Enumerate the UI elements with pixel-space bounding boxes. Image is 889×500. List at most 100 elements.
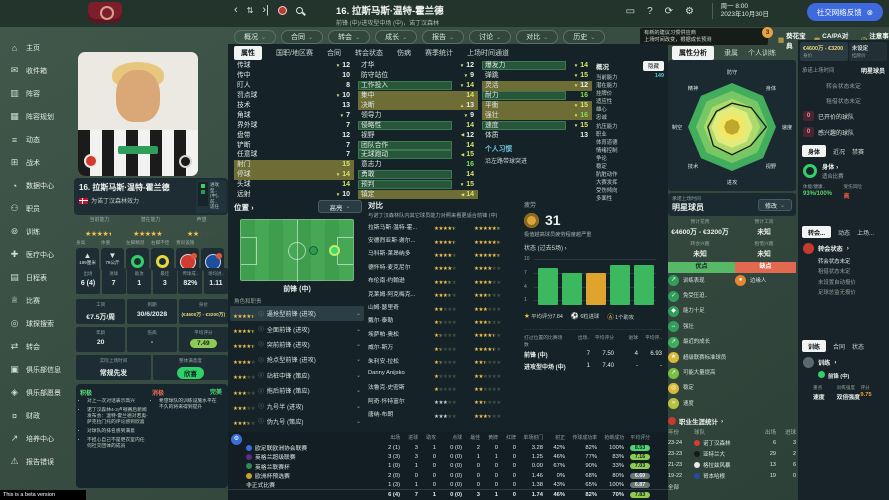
comparison-row[interactable]: 埃萨帕·奥松 ★★★★★ ★★★★★★ (368, 327, 520, 340)
season-row[interactable]: 欧足联欧洲协会联赛 2 (1) 3 1 0 (0) 2 0 0 3.28 42% 82% 100% … (228, 443, 668, 452)
sidebar-item-阵容规划[interactable]: ▦ 阵容规划 (10, 111, 54, 121)
career-row[interactable]: 19-22 哥本哈根 19 0 (668, 472, 796, 480)
role-row-0[interactable]: ★★★★★ ⓘ 逼抢型前锋 (进攻) ⌄ (230, 306, 364, 322)
pro-item[interactable]: ↗ 可能大量提高 (668, 365, 735, 380)
attribute-速度[interactable]: 速度 ▼ 15 (482, 120, 592, 130)
sidebar-item-阵容[interactable]: ▥ 阵容 (10, 88, 40, 98)
settings-gear-icon[interactable]: ⚙ (685, 6, 694, 17)
attribute-耐力[interactable]: 耐力 16 (482, 91, 592, 101)
comparison-row[interactable]: 威尔·斯万 ★★★★★ ★★★★★★ (368, 340, 520, 353)
comparison-row[interactable]: 法鲁克·史密斯 ★★★★★ ★★★★★★ (368, 380, 520, 393)
analysis-tab-1[interactable]: 隶属 (724, 50, 738, 57)
chat-icon[interactable]: ▭ (625, 6, 636, 17)
overview-当前能力[interactable]: 当前能力 149 (596, 73, 664, 81)
form-bar[interactable] (562, 272, 582, 305)
continue-button[interactable]: 社交网络反馈 ⊗ (806, 3, 883, 21)
tab-2[interactable]: 转会 ⌄ (328, 30, 371, 44)
overview-忠诚[interactable]: 忠诚 (596, 115, 607, 122)
position-stat-row[interactable]: 前锋 (中) 7 7.50 4 6.93 (524, 351, 662, 359)
subtab-5[interactable]: 赛季统计 (424, 49, 453, 57)
sidebar-item-数据中心[interactable]: ◔ 数据中心 (0, 174, 72, 197)
pro-item[interactable]: ◆ 能力十足 (668, 304, 735, 319)
career-row[interactable]: 21-23 格拉兹风暴 13 6 (668, 461, 796, 469)
tab-5[interactable]: 讨论 ⌄ (469, 30, 512, 44)
attribute-意志力[interactable]: 意志力 16 (361, 161, 474, 169)
highlight-dropdown[interactable]: 高亮 ⌄ (318, 200, 362, 213)
attribute-爆发力[interactable]: 爆发力 ▼ 14 (482, 61, 592, 71)
form-bar[interactable] (610, 265, 630, 305)
attribute-射门[interactable]: 射门 15 (234, 159, 354, 170)
comparison-row[interactable]: Danny Anijsko ★★★★★ ★★★★★★ (368, 367, 520, 380)
attribute-技术[interactable]: 技术 13 (237, 102, 350, 109)
nav-history-icon[interactable]: ⇅ (246, 5, 254, 15)
overview-抗压能力[interactable]: 抗压能力 (596, 123, 618, 130)
quick-link-0[interactable]: ▦ 葵花宝典 (778, 33, 806, 50)
tab-1[interactable]: 合同 ⌄ (281, 30, 324, 44)
search-icon[interactable] (295, 6, 303, 14)
form-bar[interactable] (634, 264, 654, 305)
analysis-tab-0[interactable]: 属性分析 (672, 46, 714, 60)
pro-item[interactable]: ✓ 免受压迫.. (668, 288, 735, 303)
training-tab-0[interactable]: 训练 (802, 340, 827, 352)
overview-雄心[interactable]: 雄心 (596, 107, 607, 114)
subtab-1[interactable]: 国职/地区赛 (276, 49, 313, 57)
attribute-界外球[interactable]: 界外球 7 (237, 121, 350, 129)
season-row[interactable]: 欧洲杯预选赛 2 (0) 0 0 0 (0) 0 0 0 1.46 0% 68% 80% 6.60 (228, 471, 668, 480)
attribute-体质[interactable]: 体质 13 (485, 131, 588, 139)
sidebar-item-训练[interactable]: ⊚ 训练 (10, 226, 40, 236)
sidebar-item-日程表[interactable]: ▤ 日程表 (10, 272, 47, 282)
attribute-弹跳[interactable]: 弹跳 ▼ 15 (485, 72, 588, 80)
attribute-远射[interactable]: 远射 ▼ 10 (237, 191, 350, 199)
position-dot-am[interactable] (309, 246, 318, 255)
attribute-镇定[interactable]: 镇定 ◀ 14 (358, 189, 478, 200)
hide-button[interactable]: 隐藏 (642, 61, 664, 71)
overview-情绪控制[interactable]: 情绪控制 (596, 147, 618, 154)
season-row[interactable]: 6 (4) 7 1 0 (0) 3 1 0 1.74 46% 82% 70% 7.83 (228, 489, 668, 498)
comparison-row[interactable]: 德怀特·麦克尼尔 ★★★★★ ★★★★★★ (368, 260, 520, 273)
asking-price-box[interactable]: 未设定 挂牌价 (848, 42, 887, 61)
tab-3[interactable]: 成长 ⌄ (375, 30, 418, 44)
attribute-工作投入[interactable]: 工作投入 ▼ 14 (358, 81, 478, 91)
tab-6[interactable]: 对比 ⌄ (516, 30, 559, 44)
overview-多面性[interactable]: 多面性 (596, 196, 613, 203)
sidebar-item-球探搜索[interactable]: ◎ 球探搜索 (10, 318, 54, 328)
pro-item[interactable]: ★ 超级联赛标准球员 (668, 350, 735, 365)
role-row-6[interactable]: ★★★★★ ⓘ 九号半 (进攻) ⌄ (230, 398, 364, 413)
career-row[interactable]: 23-23 亚特兰大 29 2 (668, 450, 796, 458)
attribute-盘带[interactable]: 盘带 12 (237, 131, 350, 139)
comparison-row[interactable]: 布伦南·约翰逊 ★★★★★ ★★★★★★ (368, 273, 520, 286)
career-all-link[interactable]: 全部 (668, 485, 680, 491)
sidebar-item-财政[interactable]: ¤ 财政 (0, 404, 72, 427)
subtab-4[interactable]: 伤病 (396, 49, 411, 57)
sidebar-item-职员[interactable]: ⚇ 职员 (10, 203, 40, 213)
pro-item[interactable]: ◎ 稳定 (668, 381, 735, 396)
refresh-icon[interactable]: ⟳ (664, 6, 674, 17)
attribute-平衡[interactable]: 平衡 ▼ 15 (482, 100, 592, 111)
youth-club-box-1[interactable] (176, 248, 199, 271)
attribute-预判[interactable]: 预判 ▼ 15 (358, 180, 478, 190)
count-已开价的球队[interactable]: 0 已开价的球队 (798, 105, 889, 121)
comparison-row[interactable]: 克莱姆·阿克梅克... ★★★★★ ★★★★★★ (368, 286, 520, 300)
form-bar[interactable] (586, 272, 606, 305)
sidebar-item-转会[interactable]: ⇄ 转会 (10, 341, 40, 351)
overview-受伤倾向[interactable]: 受伤倾向 (596, 188, 618, 195)
role-row-3[interactable]: ★★★★★ ⓘ 抢点型前锋 (进攻) ⌄ (230, 352, 364, 367)
attribute-头球[interactable]: 头球 14 (237, 181, 350, 189)
sidebar-item-报告错误[interactable]: ⚠ 报告错误 (10, 456, 54, 466)
overview-潜在能力[interactable]: 潜在能力 (596, 83, 618, 90)
comparison-row[interactable]: 戴尔·泰勒 ★★★★★ ★★★★★★ (368, 313, 520, 326)
attribute-决断[interactable]: 决断 ▲ 13 (358, 100, 478, 111)
attribute-集中[interactable]: 集中 14 (358, 90, 478, 101)
edit-button[interactable]: 修改 ⌄ (757, 199, 792, 211)
form-bar[interactable] (538, 268, 558, 305)
comparison-row[interactable]: 安德烈亚斯·谢尔... ★★★★★ ★★★★★★ (368, 233, 520, 246)
attribute-传球[interactable]: 传球 ▼ 12 (237, 62, 350, 70)
pro-item[interactable]: » 速度 (668, 396, 735, 411)
con-item[interactable]: ● 边缘人 (735, 273, 796, 288)
attribute-侵略性[interactable]: 侵略性 14 (358, 120, 478, 130)
transfer-tab-1[interactable]: 动态 (838, 230, 851, 237)
attribute-领导力[interactable]: 领导力 ▼ 9 (361, 111, 474, 119)
overview-肮脏动作[interactable]: 肮脏动作 (596, 172, 618, 179)
season-row[interactable]: 英格兰联赛杯 1 (0) 1 0 0 (0) 0 0 0 0.00 67% 90% 33% 7.03 (228, 462, 668, 471)
